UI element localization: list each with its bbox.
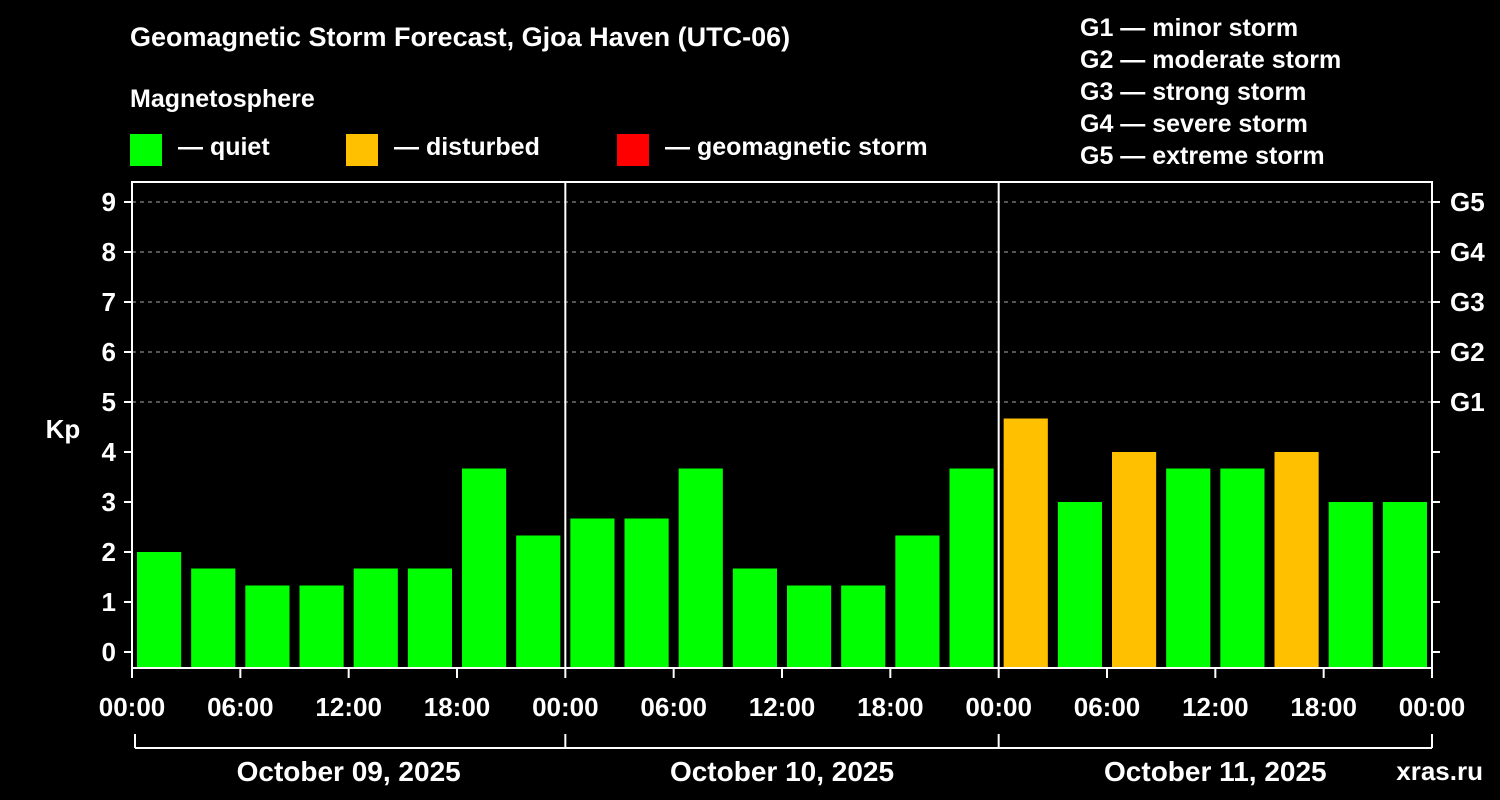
x-tick-label-2: 12:00 [315,692,382,722]
kp-bar-4 [353,568,398,668]
kp-bar-23 [1382,502,1427,668]
x-tick-label-11: 18:00 [1290,692,1357,722]
kp-bar-14 [895,535,940,668]
y-axis-label: Kp [46,414,81,444]
x-tick-label-8: 00:00 [965,692,1032,722]
y-tick-label-2: 2 [102,537,116,567]
kp-bar-8 [570,518,615,668]
legend-swatch-disturbed [346,134,378,166]
y-tick-label-3: 3 [102,487,116,517]
x-tick-label-6: 12:00 [749,692,816,722]
kp-bar-12 [787,585,832,668]
x-tick-label-1: 06:00 [207,692,274,722]
legend-label-storm: — geomagnetic storm [665,133,928,161]
kp-bar-18 [1112,452,1157,668]
kp-bar-17 [1057,502,1102,668]
kp-bar-7 [516,535,561,668]
x-tick-label-5: 06:00 [640,692,707,722]
x-tick-label-12: 00:00 [1399,692,1466,722]
kp-bar-2 [245,585,290,668]
x-tick-label-9: 06:00 [1074,692,1141,722]
x-tick-label-7: 18:00 [857,692,924,722]
day-label-0: October 09, 2025 [237,756,461,787]
kp-bar-11 [732,568,777,668]
legend-title: Magnetosphere [130,85,315,113]
g-tick-label-g4: G4 [1450,237,1485,267]
g-tick-label-g2: G2 [1450,337,1485,367]
x-tick-label-0: 00:00 [99,692,166,722]
g-tick-label-g5: G5 [1450,187,1485,217]
y-tick-label-8: 8 [102,237,116,267]
legend-swatch-storm [617,134,649,166]
legend-swatch-quiet [130,134,162,166]
kp-bar-21 [1274,452,1319,668]
g-tick-label-g3: G3 [1450,287,1485,317]
kp-bar-3 [299,585,344,668]
y-tick-label-1: 1 [102,587,116,617]
day-label-1: October 10, 2025 [670,756,894,787]
storm-scale-g2: G2 — moderate storm [1080,46,1342,74]
legend-label-quiet: — quiet [178,133,270,161]
storm-scale-g4: G4 — severe storm [1080,110,1308,138]
storm-scale-g5: G5 — extreme storm [1080,142,1325,170]
y-tick-label-6: 6 [102,337,116,367]
kp-bar-20 [1220,468,1265,668]
day-label-2: October 11, 2025 [1104,756,1327,787]
kp-bar-16 [1003,418,1048,668]
x-tick-label-10: 12:00 [1182,692,1249,722]
kp-bar-5 [407,568,452,668]
g-tick-label-g1: G1 [1450,387,1485,417]
kp-bar-0 [137,552,182,668]
y-tick-label-5: 5 [102,387,116,417]
y-tick-label-7: 7 [102,287,116,317]
storm-scale-g3: G3 — strong storm [1080,78,1307,106]
storm-scale-g1: G1 — minor storm [1080,14,1299,42]
kp-bar-13 [841,585,886,668]
y-tick-label-4: 4 [102,437,117,467]
chart-title: Geomagnetic Storm Forecast, Gjoa Haven (… [130,22,791,52]
kp-bar-1 [191,568,236,668]
y-tick-label-0: 0 [102,637,116,667]
kp-bar-22 [1328,502,1373,668]
kp-bar-6 [462,468,507,668]
kp-bar-15 [949,468,994,668]
legend-label-disturbed: — disturbed [394,133,540,161]
y-tick-label-9: 9 [102,187,116,217]
kp-bar-9 [624,518,669,668]
x-tick-label-3: 18:00 [424,692,491,722]
watermark: xras.ru [1396,756,1483,786]
x-tick-label-4: 00:00 [532,692,599,722]
kp-bar-10 [678,468,723,668]
kp-bar-19 [1166,468,1211,668]
